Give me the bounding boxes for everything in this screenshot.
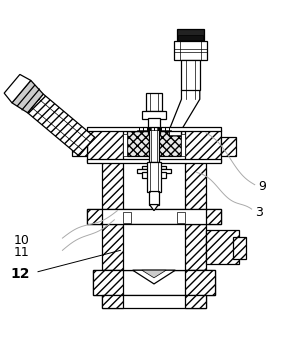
Bar: [87, 127, 221, 131]
Polygon shape: [206, 230, 239, 264]
Polygon shape: [184, 295, 206, 308]
Polygon shape: [87, 209, 102, 224]
Polygon shape: [102, 162, 206, 209]
Bar: [181, 134, 184, 156]
Bar: [147, 162, 161, 193]
Bar: [174, 41, 207, 60]
Polygon shape: [169, 90, 200, 136]
Polygon shape: [93, 270, 215, 295]
Bar: [177, 212, 184, 223]
Polygon shape: [102, 295, 124, 308]
Text: 11: 11: [14, 246, 29, 259]
Bar: [146, 93, 162, 111]
Polygon shape: [124, 224, 184, 270]
Bar: [177, 29, 205, 41]
Text: 12: 12: [10, 267, 30, 281]
Polygon shape: [142, 270, 166, 278]
Polygon shape: [87, 209, 221, 224]
Bar: [102, 295, 206, 308]
Bar: [137, 168, 171, 173]
Bar: [142, 166, 166, 169]
Bar: [148, 118, 160, 134]
Text: 9: 9: [258, 180, 266, 193]
Bar: [124, 212, 131, 223]
Polygon shape: [149, 205, 159, 211]
Text: 10: 10: [14, 234, 30, 247]
Bar: [148, 127, 160, 162]
Polygon shape: [27, 94, 95, 156]
Polygon shape: [206, 209, 221, 224]
Polygon shape: [184, 270, 215, 295]
Polygon shape: [102, 224, 206, 270]
Polygon shape: [4, 75, 31, 103]
Text: 3: 3: [255, 206, 263, 219]
Bar: [149, 191, 159, 205]
Polygon shape: [93, 270, 124, 295]
Bar: [142, 111, 166, 119]
Bar: [124, 134, 127, 156]
Bar: [233, 237, 245, 259]
Polygon shape: [87, 130, 124, 162]
Bar: [87, 159, 221, 163]
Polygon shape: [124, 162, 184, 209]
Bar: [142, 172, 166, 178]
Polygon shape: [12, 80, 43, 113]
Polygon shape: [184, 130, 221, 162]
Polygon shape: [127, 131, 181, 156]
Polygon shape: [133, 270, 175, 284]
Polygon shape: [71, 137, 87, 156]
Polygon shape: [221, 137, 237, 156]
Bar: [181, 60, 200, 90]
Bar: [178, 35, 203, 40]
